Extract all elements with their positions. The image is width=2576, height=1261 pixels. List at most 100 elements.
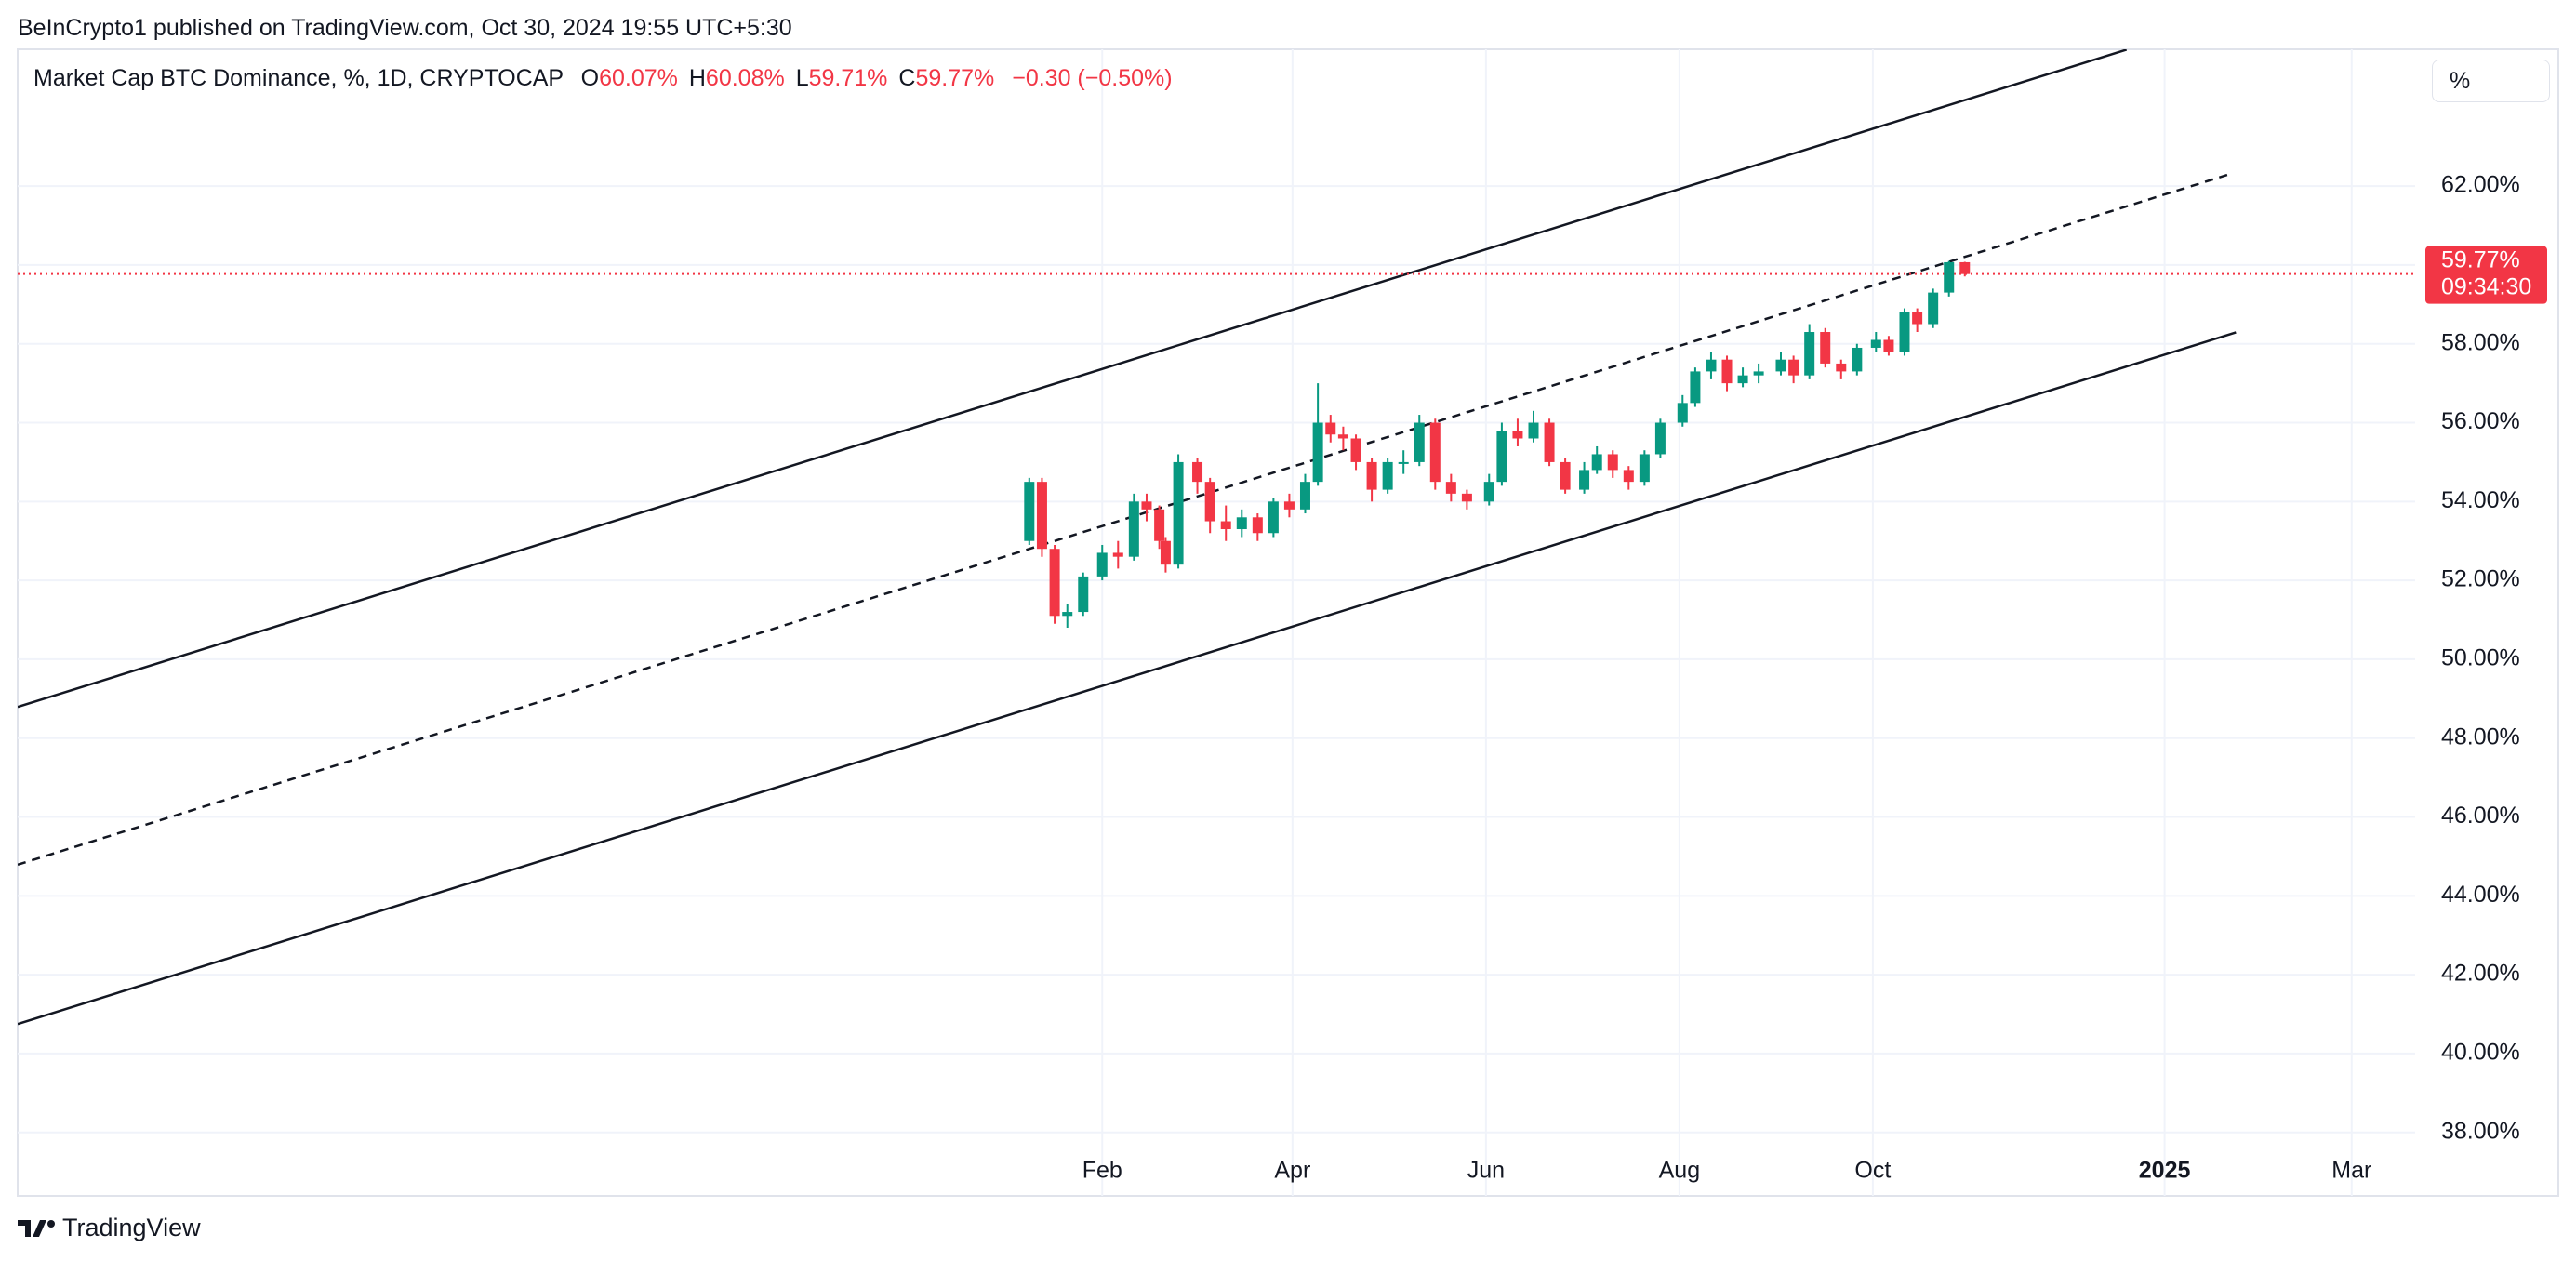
candle-body: [1512, 431, 1523, 439]
candle-body: [1096, 552, 1108, 577]
legend-title: Market Cap BTC Dominance, %, 1D, CRYPTOC…: [33, 65, 564, 91]
scale-button[interactable]: %: [2432, 60, 2550, 102]
candle-body: [1944, 261, 1955, 293]
candle-body: [1141, 501, 1152, 510]
candle-body: [1268, 501, 1279, 534]
y-tick-label: 46.00%: [2441, 803, 2520, 829]
candle-body: [1236, 517, 1247, 530]
brand-logo: [18, 1219, 55, 1237]
candle-body: [1899, 312, 1910, 352]
candle-body: [1820, 332, 1831, 364]
candle-body: [1078, 576, 1089, 613]
candle-body: [1737, 375, 1748, 384]
candle-body: [1398, 461, 1409, 464]
candle-body: [1690, 371, 1701, 404]
candle-body: [1544, 422, 1555, 462]
candle-body: [1654, 422, 1666, 455]
y-tick-label: 56.00%: [2441, 408, 2520, 434]
candle-body: [1788, 359, 1799, 376]
candle-body: [1283, 501, 1295, 510]
price-tag: [2425, 246, 2547, 304]
candle-body: [1883, 339, 1894, 352]
candle-body: [1912, 312, 1923, 325]
x-tick-label: Jun: [1467, 1158, 1505, 1184]
candle-body: [1024, 482, 1035, 541]
candle-body: [1062, 612, 1073, 617]
legend-key: C: [898, 65, 916, 91]
candle-body: [1414, 422, 1425, 462]
candle-body: [1959, 261, 1971, 274]
y-tick-label: 38.00%: [2441, 1118, 2520, 1144]
legend-key: L: [795, 65, 809, 91]
candle-body: [1591, 454, 1602, 471]
price-tag-label: 59.77%: [2441, 246, 2520, 272]
candle-body: [1204, 482, 1215, 522]
candle-body: [1192, 461, 1203, 483]
candle-body: [1382, 461, 1393, 490]
candle-body: [1325, 422, 1336, 435]
legend-key: O: [580, 65, 600, 91]
y-tick-label: 62.00%: [2441, 172, 2520, 198]
candle-body: [1252, 517, 1263, 534]
brand: TradingView: [18, 1214, 201, 1242]
candle-body: [1049, 549, 1060, 617]
y-tick-label: 42.00%: [2441, 961, 2520, 987]
countdown: 09:34:30: [2441, 273, 2531, 299]
candle-body: [1128, 501, 1139, 557]
candle-body: [1639, 454, 1650, 483]
candle-body: [1366, 461, 1377, 490]
candle-body: [1721, 359, 1733, 384]
legend-value: 59.71%: [808, 65, 888, 91]
candle-body: [1836, 363, 1847, 372]
x-tick-label: Aug: [1659, 1158, 1700, 1184]
x-tick-label: Mar: [2331, 1158, 2371, 1184]
y-tick-label: 50.00%: [2441, 645, 2520, 671]
candle-body: [1804, 332, 1815, 376]
legend-key: H: [688, 65, 706, 91]
trend-line: [18, 49, 2128, 709]
x-tick-label: Apr: [1274, 1158, 1310, 1184]
candle-body: [1623, 470, 1634, 483]
candle-body: [1112, 552, 1123, 557]
y-tick-label: 44.00%: [2441, 882, 2520, 908]
candle-body: [1560, 461, 1571, 490]
candle-body: [1337, 434, 1348, 439]
candle-body: [1496, 431, 1507, 483]
candle-body: [1173, 461, 1184, 565]
candle-body: [1753, 371, 1764, 376]
candle-body: [1852, 347, 1863, 372]
candle-body: [1154, 509, 1165, 541]
brand-name: TradingView: [62, 1214, 201, 1241]
candle-body: [1350, 438, 1361, 462]
trend-line: [18, 331, 2237, 1026]
candle-body: [1312, 422, 1323, 483]
x-tick-label: 2025: [2139, 1158, 2191, 1184]
y-tick-label: 48.00%: [2441, 723, 2520, 750]
candle-body: [1870, 339, 1881, 348]
legend-value: 59.77%: [915, 65, 995, 91]
candle-body: [1445, 482, 1456, 494]
legend: Market Cap BTC Dominance, %, 1D, CRYPTOC…: [33, 65, 1173, 92]
trend-line: [18, 173, 2229, 867]
candle-body: [1036, 482, 1047, 550]
legend-change: −0.30 (−0.50%): [1012, 65, 1173, 91]
candle-body: [1160, 540, 1171, 565]
y-tick-label: 54.00%: [2441, 487, 2520, 513]
x-tick-label: Oct: [1854, 1158, 1891, 1184]
legend-value: 60.07%: [599, 65, 678, 91]
y-tick-label: 58.00%: [2441, 329, 2520, 355]
candle-body: [1607, 454, 1618, 471]
candle-body: [1299, 482, 1310, 510]
x-tick-label: Feb: [1082, 1158, 1122, 1184]
candle-body: [1220, 521, 1231, 530]
y-tick-label: 52.00%: [2441, 566, 2520, 592]
candle-body: [1429, 422, 1441, 483]
candle-body: [1928, 292, 1939, 325]
candle-body: [1775, 359, 1786, 372]
candle-body: [1579, 470, 1590, 490]
candle-body: [1677, 403, 1688, 423]
candle-body: [1483, 482, 1494, 502]
y-tick-label: 40.00%: [2441, 1040, 2520, 1066]
